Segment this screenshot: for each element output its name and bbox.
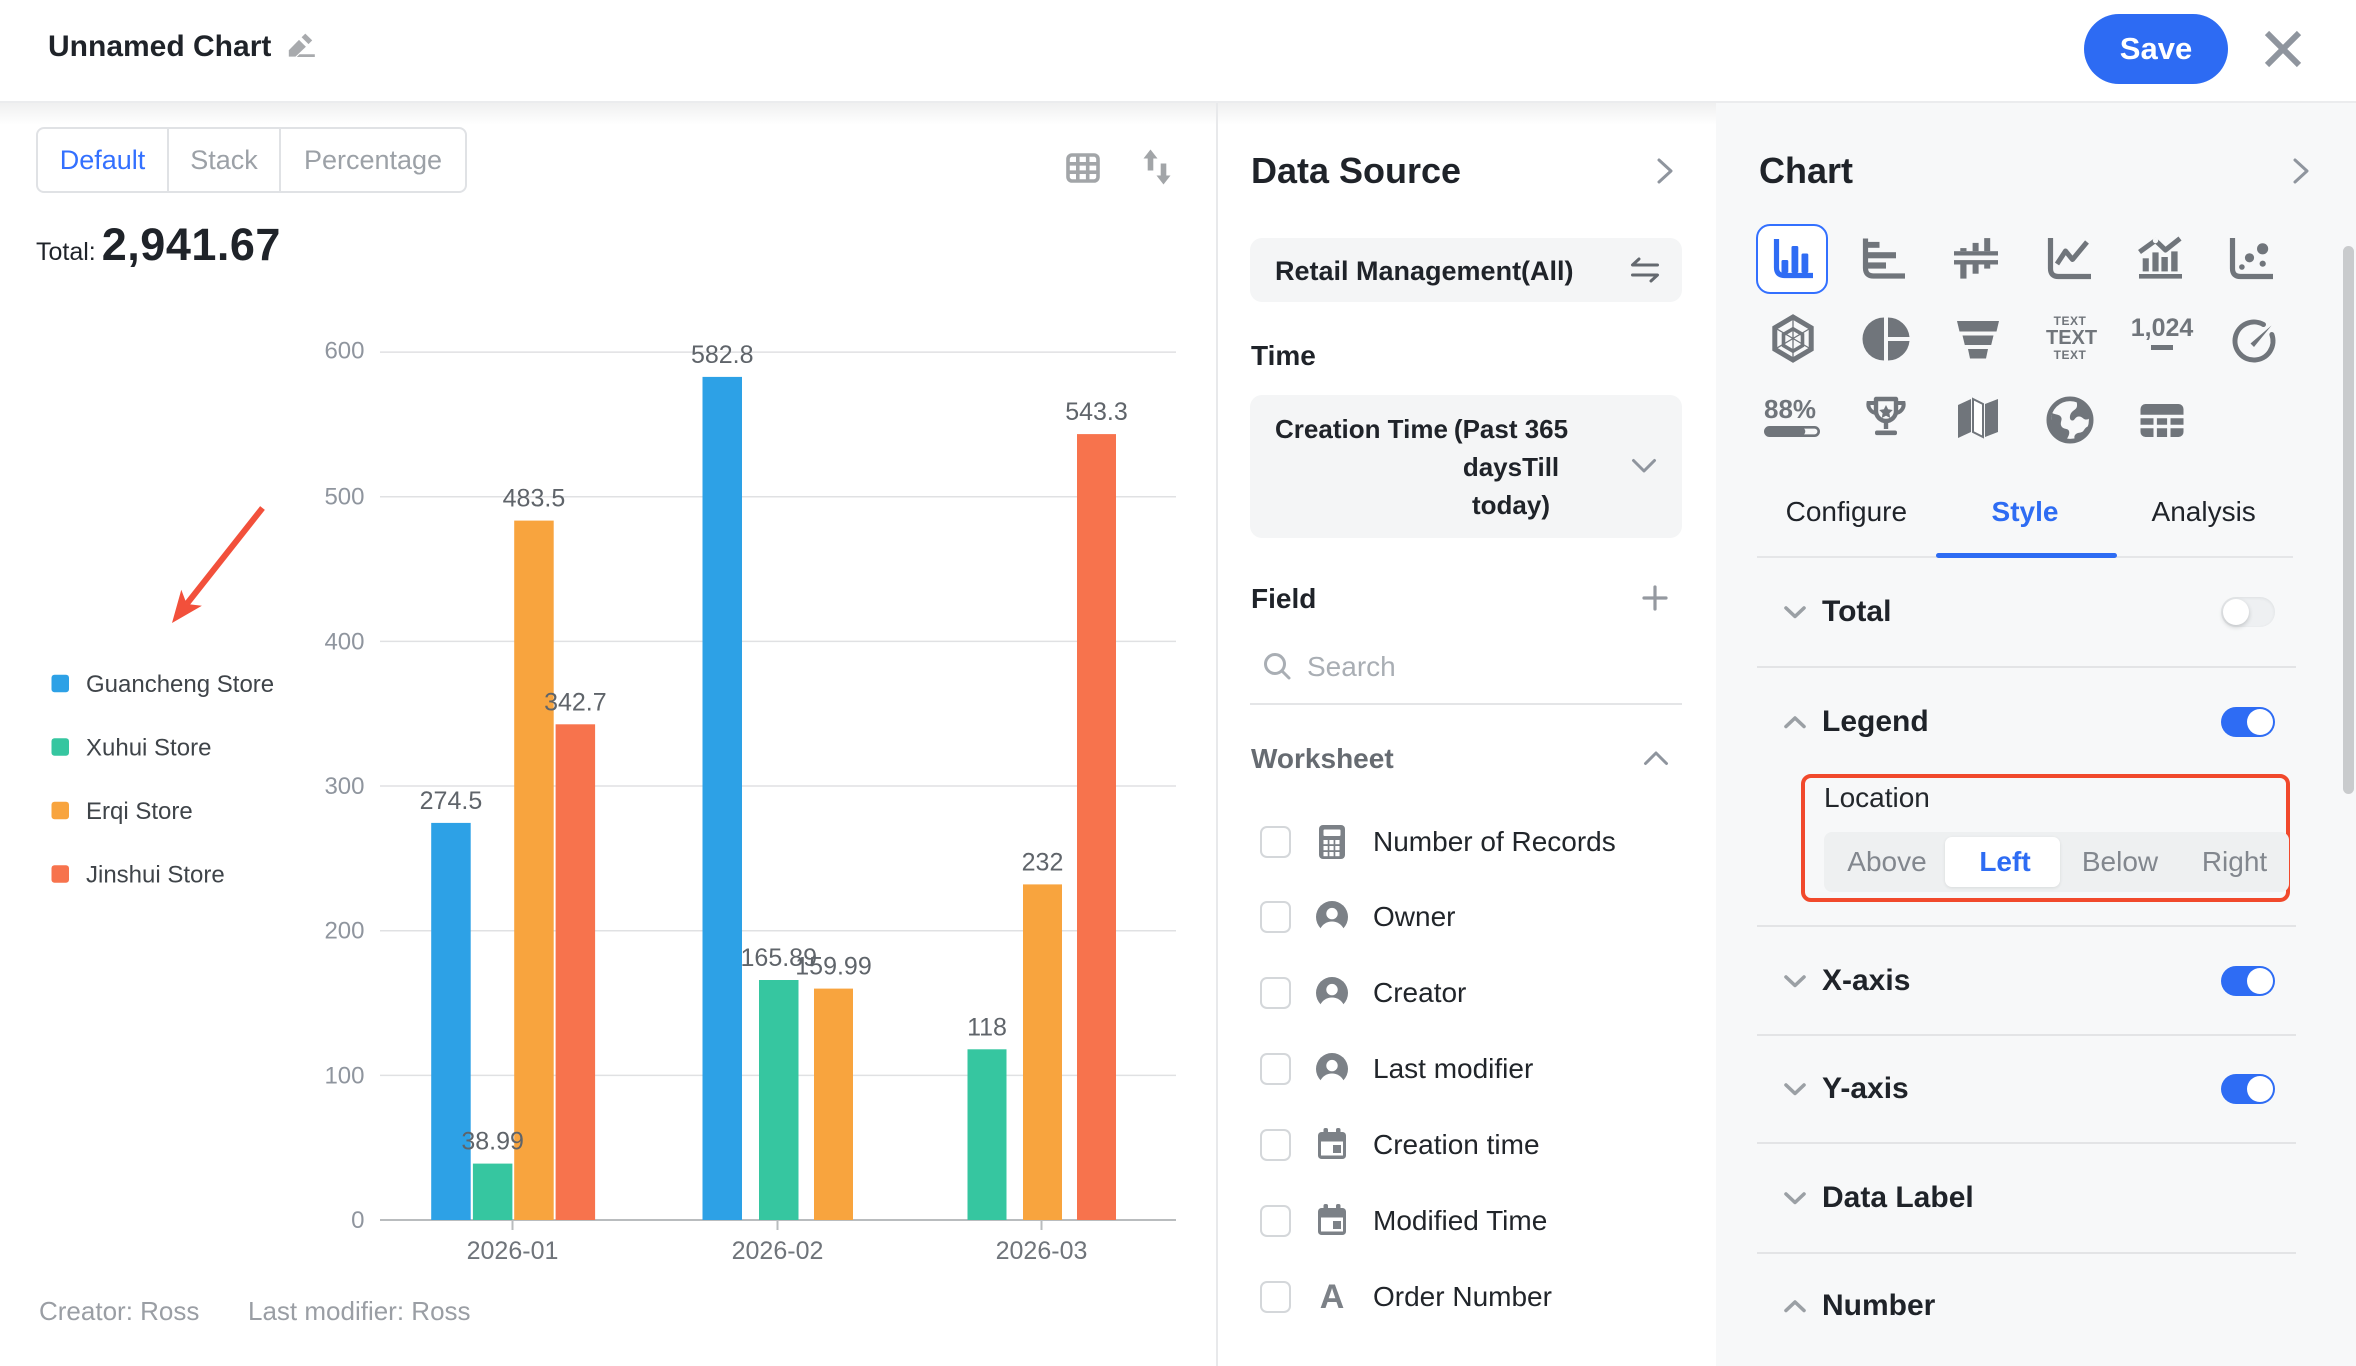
svg-text:2026-02: 2026-02 (732, 1237, 824, 1265)
svg-text:342.7: 342.7 (544, 688, 607, 716)
svg-text:165.89: 165.89 (741, 944, 817, 972)
svg-text:200: 200 (324, 918, 364, 945)
svg-text:Jinshui Store: Jinshui Store (86, 862, 225, 889)
svg-text:0: 0 (351, 1207, 364, 1234)
svg-text:600: 600 (324, 338, 364, 365)
svg-text:232: 232 (1022, 848, 1064, 876)
svg-text:38.99: 38.99 (461, 1128, 524, 1156)
svg-text:Erqi Store: Erqi Store (86, 798, 193, 825)
svg-text:543.3: 543.3 (1065, 398, 1128, 426)
svg-text:159.99: 159.99 (795, 953, 871, 981)
svg-text:400: 400 (324, 628, 364, 655)
svg-text:483.5: 483.5 (503, 485, 566, 513)
svg-text:2026-03: 2026-03 (996, 1237, 1088, 1265)
svg-text:2026-01: 2026-01 (467, 1237, 559, 1265)
svg-text:300: 300 (324, 773, 364, 800)
svg-text:118: 118 (967, 1013, 1007, 1041)
svg-text:582.8: 582.8 (691, 341, 754, 369)
svg-text:Guancheng Store: Guancheng Store (86, 671, 274, 698)
svg-text:100: 100 (324, 1062, 364, 1089)
svg-text:500: 500 (324, 484, 364, 511)
svg-text:274.5: 274.5 (420, 787, 483, 815)
svg-text:Xuhui Store: Xuhui Store (86, 735, 211, 762)
